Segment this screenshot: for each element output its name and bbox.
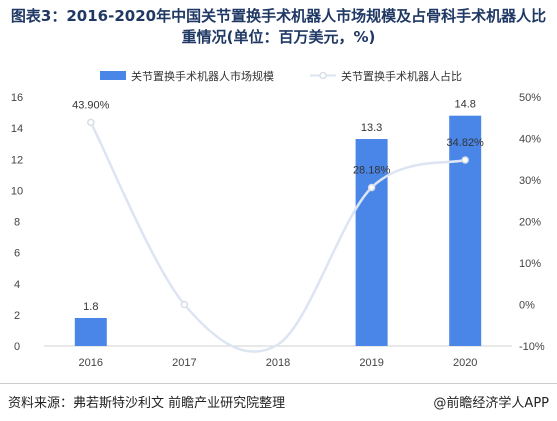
left-tick-label: 6 [14,248,20,260]
bar-2020 [449,115,482,346]
bar-2019 [355,139,388,346]
x-tick-label: 2016 [79,357,103,369]
right-tick-label: -10% [519,341,545,353]
bar-label-2016: 1.8 [83,301,98,313]
share-label-2019: 28.18% [353,165,391,177]
legend-bar-label: 关节置换手术机器人市场规模 [131,69,274,83]
left-tick-label: 14 [11,123,23,135]
legend-line-marker [319,71,327,80]
brand-credit: @前瞻经济学人APP [433,396,549,411]
footer-divider [0,383,557,384]
bar-series [74,115,482,346]
left-tick-label: 4 [14,279,20,291]
x-tick-label: 2018 [266,357,290,369]
right-tick-label: 40% [519,134,541,146]
share-point-2017 [180,300,189,309]
share-point-2016 [87,118,95,127]
left-tick-label: 8 [14,217,20,229]
legend-bar-swatch [100,71,126,80]
x-tick-label: 2017 [172,357,196,369]
left-tick-label: 16 [11,92,23,104]
bar-label-2019: 13.3 [361,122,382,134]
x-tick-label: 2019 [359,357,383,369]
line-series [87,118,469,353]
share-point-2020 [461,156,469,164]
right-tick-label: 10% [519,258,541,270]
x-tick-label: 2020 [453,357,477,369]
right-axis: -10% 0% 10% 20% 30% 40% 50% [519,92,545,353]
bar-2016 [74,317,107,346]
share-point-2019 [367,183,376,192]
left-tick-label: 2 [14,310,20,322]
share-label-2016: 43.90% [72,99,110,111]
x-axis: 2016 2017 2018 2019 2020 [44,345,512,369]
left-tick-label: 10 [11,185,23,197]
data-labels: 1.8 13.3 14.8 43.90% 28.18% 34.82% [72,99,484,313]
right-tick-label: 20% [519,217,541,229]
chart-canvas: 关节置换手术机器人市场规模 关节置换手术机器人占比 0246810121416 … [11,69,545,369]
share-label-2020: 34.82% [447,137,485,149]
share-line [89,121,466,353]
source-note: 资料来源：弗若斯特沙利文 前瞻产业研究院整理 [8,396,286,411]
legend-line-label: 关节置换手术机器人占比 [341,69,462,83]
left-axis: 0 2 4 6 8 10 12 14 16 [11,92,23,353]
right-tick-label: 50% [519,92,541,104]
bar-label-2020: 14.8 [454,99,475,111]
legend: 关节置换手术机器人市场规模 关节置换手术机器人占比 [100,69,462,83]
right-tick-label: 0% [519,300,535,312]
left-tick-label: 0 [14,341,20,353]
right-tick-label: 30% [519,175,541,187]
left-tick-label: 12 [11,154,23,166]
chart-title: 图表3：2016-2020年中国关节置换手术机器人市场规模及占骨科手术机器人比重… [10,7,547,46]
